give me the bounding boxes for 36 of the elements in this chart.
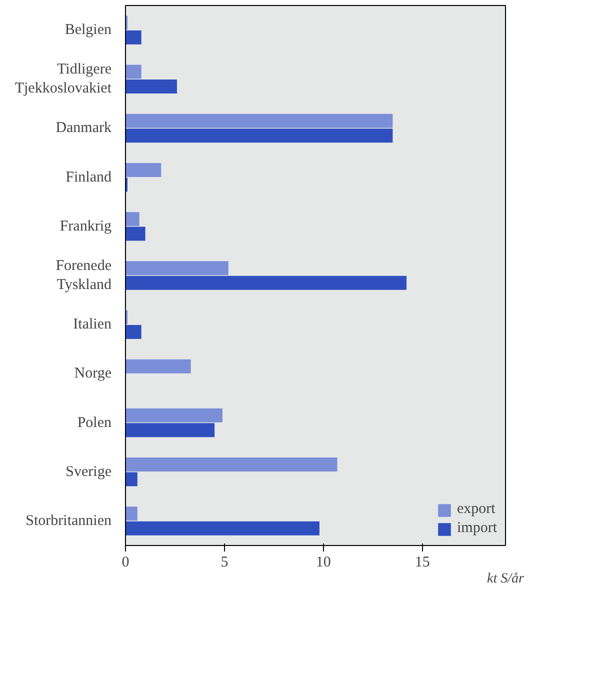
y-tick-label: Norge (74, 366, 112, 382)
x-axis-title: kt S/år (487, 572, 525, 586)
bar (126, 114, 393, 128)
x-tick-label: 15 (414, 554, 430, 570)
bar (126, 359, 191, 374)
y-tick-label: Danmark (56, 120, 112, 136)
bar (126, 80, 177, 94)
bar (126, 458, 338, 472)
y-tick-label: Forenede Tyskland (56, 258, 112, 294)
bar (126, 324, 142, 339)
legend-label: export (457, 501, 496, 518)
bar (126, 506, 138, 521)
x-tick-label: 0 (122, 554, 130, 570)
bar (126, 162, 162, 177)
y-tick-label: Sverige (66, 464, 112, 480)
y-tick-label: Frankrig (60, 218, 112, 234)
bar (126, 226, 146, 241)
bar (126, 521, 320, 536)
y-tick-label: Finland (66, 169, 112, 186)
y-tick-label: Belgien (64, 22, 112, 38)
bar (126, 30, 142, 44)
bar (126, 472, 138, 486)
bar (126, 128, 393, 143)
bar (126, 423, 215, 438)
y-tick-label: Italien (73, 316, 112, 333)
x-tick-label: 10 (316, 554, 331, 570)
bar (126, 276, 407, 290)
x-tick-label: 5 (220, 554, 228, 570)
y-tick-label: Tidligere Tjekkoslovakiet (14, 62, 112, 97)
bar (126, 408, 222, 422)
bar (126, 212, 140, 226)
y-tick-label: Storbritannien (26, 512, 112, 529)
legend-label: import (457, 520, 497, 537)
bar (126, 64, 142, 79)
y-tick-label: Polen (77, 414, 112, 431)
bar (126, 261, 228, 276)
